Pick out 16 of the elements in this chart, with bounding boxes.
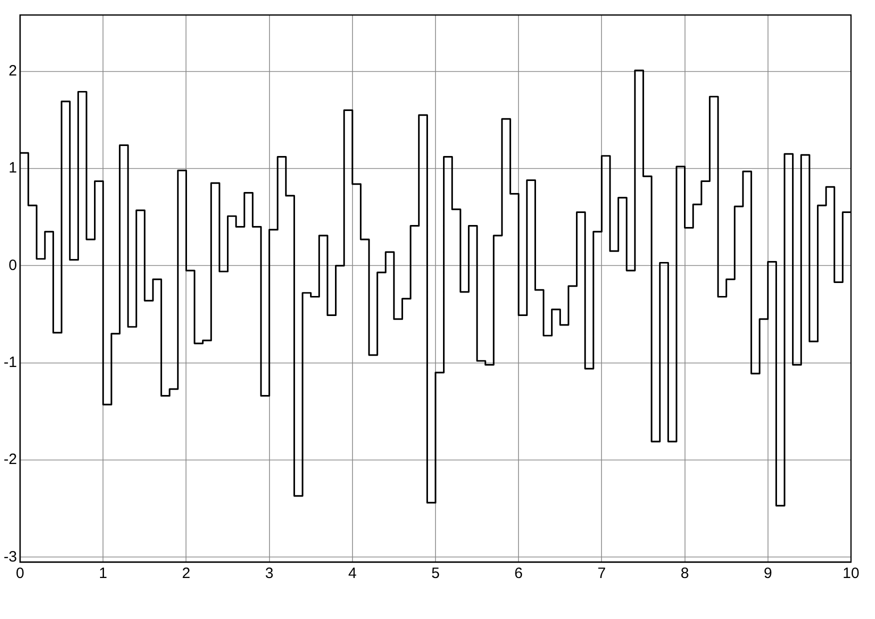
x-tick-label: 3 <box>265 565 274 582</box>
x-tick-label: 2 <box>182 565 190 582</box>
y-tick-label: 2 <box>8 62 17 80</box>
x-tick-label: 10 <box>842 565 860 582</box>
x-tick-label: 1 <box>98 565 108 582</box>
x-tick-label: 4 <box>348 565 357 582</box>
y-tick-label: -2 <box>4 451 17 468</box>
x-tick-label: 6 <box>514 565 523 582</box>
x-tick-label: 5 <box>431 565 440 582</box>
x-tick-label: 9 <box>764 565 772 582</box>
x-tick-label: 8 <box>680 565 689 582</box>
y-tick-label: 1 <box>8 160 17 177</box>
y-tick-label: -3 <box>4 548 17 566</box>
y-tick-label: 0 <box>8 256 17 274</box>
x-tick-label: 7 <box>598 565 606 582</box>
y-tick-label: -1 <box>4 354 17 371</box>
